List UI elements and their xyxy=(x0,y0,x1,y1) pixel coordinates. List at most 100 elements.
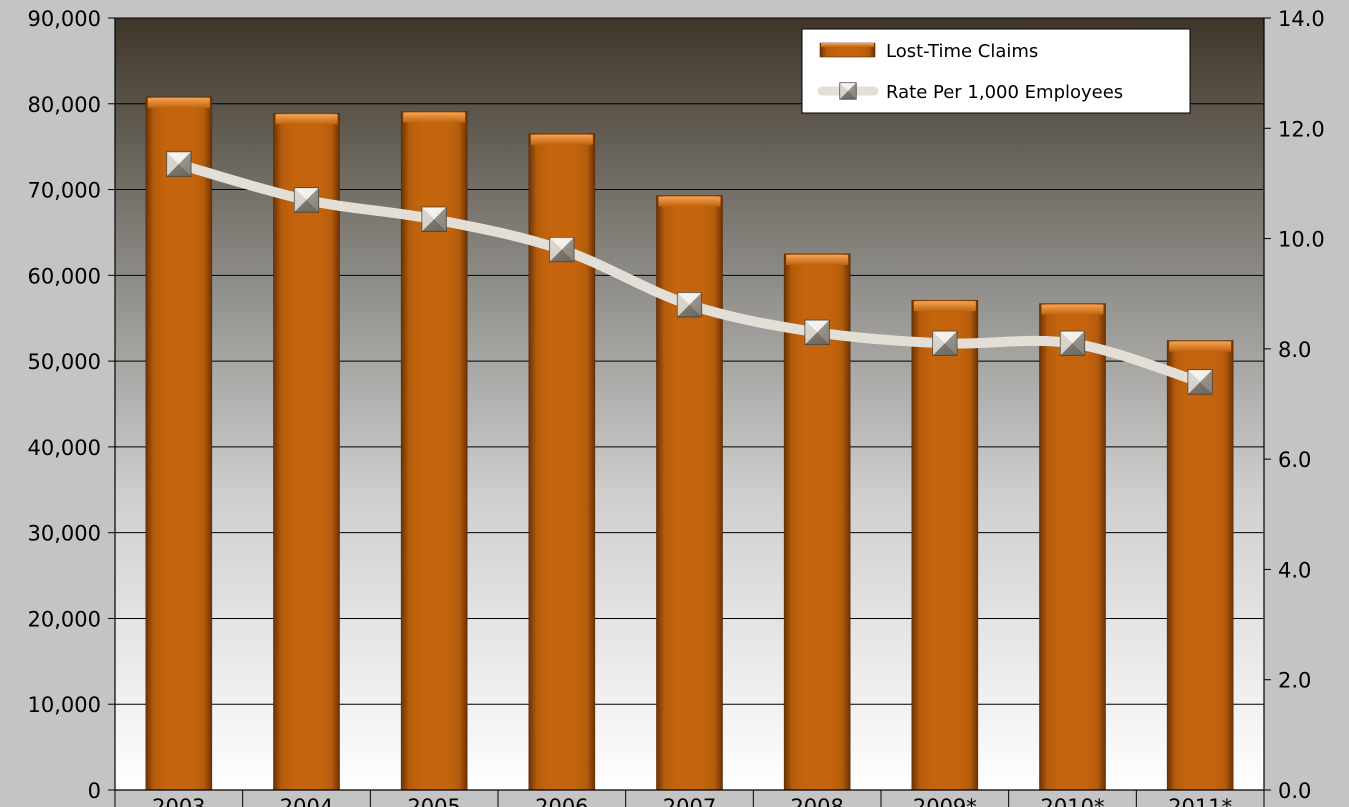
axes: 0 10,000 20,000 30,000 40,000 50,000 60,000 70,… xyxy=(28,7,1325,807)
left-tick-label: 50,000 xyxy=(28,350,101,374)
marker-facet-top xyxy=(677,292,702,305)
bar-body xyxy=(1039,303,1106,791)
left-tick-label: 10,000 xyxy=(28,693,101,717)
marker-facet-top xyxy=(422,207,447,220)
marker-facet-left xyxy=(1188,369,1201,394)
x-tick-label: 2006 xyxy=(535,795,588,807)
bar-body xyxy=(273,112,340,791)
legend-label-rate: Rate Per 1,000 Employees xyxy=(886,82,1123,103)
bar-cap xyxy=(530,134,593,145)
marker-facet-top xyxy=(805,320,830,333)
marker-facet-left xyxy=(166,152,179,177)
left-tick-label: 20,000 xyxy=(28,607,101,631)
marker-facet-right xyxy=(1072,331,1085,356)
left-tick-label: 90,000 xyxy=(28,7,101,31)
marker-facet-bottom xyxy=(805,332,830,345)
marker-facet-top xyxy=(840,83,856,91)
marker-facet-bottom xyxy=(549,249,574,262)
marker-facet-left xyxy=(932,331,945,356)
right-tick-label: 6.0 xyxy=(1278,448,1311,472)
bar-body xyxy=(145,96,213,791)
bar-2006 xyxy=(528,133,596,791)
rate-point-2006 xyxy=(549,237,575,263)
left-tick-label: 40,000 xyxy=(28,436,101,460)
x-tick-label: 2005 xyxy=(407,795,460,807)
marker-facet-right xyxy=(1200,369,1213,394)
marker-facet-top xyxy=(1060,331,1085,344)
rate-point-2003 xyxy=(166,151,192,177)
x-tick-label: 2011* xyxy=(1168,795,1232,807)
x-tick-label: 2010* xyxy=(1041,795,1105,807)
marker-facet-right xyxy=(817,320,830,345)
marker-facet-left xyxy=(1060,331,1073,356)
rate-point-2005 xyxy=(421,206,447,232)
legend-marker-swatch xyxy=(839,82,857,100)
left-tick-label: 80,000 xyxy=(28,93,101,117)
rate-point-2007 xyxy=(676,292,703,318)
bar-cap xyxy=(658,196,721,207)
marker-facet-top xyxy=(166,152,191,165)
x-tick-label: 2003 xyxy=(152,795,205,807)
legend-label-claims: Lost-Time Claims xyxy=(886,41,1038,62)
marker-facet-right xyxy=(848,83,856,99)
bar-cap xyxy=(913,301,976,312)
left-tick-label: 70,000 xyxy=(28,179,101,203)
marker-facet-top xyxy=(932,331,957,344)
bar-2011* xyxy=(1166,340,1234,791)
bar-2003 xyxy=(145,96,213,791)
bar-2009* xyxy=(911,299,979,791)
marker-facet-left xyxy=(840,83,848,99)
right-tick-label: 2.0 xyxy=(1278,669,1311,693)
bar-cap xyxy=(275,114,338,125)
marker-facet-left xyxy=(677,292,690,317)
marker-facet-bottom xyxy=(677,304,702,317)
marker-facet-right xyxy=(306,187,319,212)
rate-point-2008 xyxy=(804,319,830,345)
left-tick-label: 60,000 xyxy=(28,264,101,288)
marker-facet-bottom xyxy=(840,91,856,99)
marker-facet-bottom xyxy=(422,219,447,232)
right-tick-label: 8.0 xyxy=(1278,338,1311,362)
marker-facet-right xyxy=(689,292,702,317)
marker-facet-left xyxy=(549,237,562,262)
marker-facet-bottom xyxy=(166,164,191,177)
legend-bar-swatch-cap xyxy=(821,43,874,47)
marker-facet-left xyxy=(422,207,435,232)
line-series xyxy=(166,151,1213,395)
marker-facet-right xyxy=(434,207,447,232)
legend: Lost-Time Claims Rate Per 1,000 Employees xyxy=(801,28,1191,114)
bar-cap xyxy=(1041,304,1104,315)
bar-2007 xyxy=(656,195,723,791)
left-tick-label: 0 xyxy=(88,779,101,803)
marker-facet-top xyxy=(549,237,574,250)
marker-facet-left xyxy=(294,187,307,212)
bar-2010* xyxy=(1039,303,1106,791)
bar-body xyxy=(528,133,596,791)
right-tick-label: 4.0 xyxy=(1278,558,1311,582)
bar-2004 xyxy=(273,112,340,791)
rate-point-2009* xyxy=(932,330,958,356)
marker-facet-right xyxy=(178,152,191,177)
marker-facet-right xyxy=(944,331,957,356)
bar-body xyxy=(1166,340,1234,791)
marker-facet-bottom xyxy=(294,199,319,212)
x-tick-label: 2007 xyxy=(663,795,716,807)
marker-facet-left xyxy=(805,320,818,345)
right-tick-label: 10.0 xyxy=(1278,228,1325,252)
bar-body xyxy=(911,299,979,791)
right-tick-label: 0.0 xyxy=(1278,779,1311,803)
rate-point-2010* xyxy=(1059,330,1086,356)
marker-facet-bottom xyxy=(1060,343,1085,356)
bar-cap xyxy=(786,254,849,265)
right-tick-label: 14.0 xyxy=(1278,7,1325,31)
right-tick-label: 12.0 xyxy=(1278,117,1325,141)
x-tick-label: 2004 xyxy=(280,795,333,807)
bar-series xyxy=(145,96,1234,791)
bar-body xyxy=(656,195,723,791)
bar-cap xyxy=(147,97,210,108)
rate-point-2004 xyxy=(293,187,320,213)
marker-facet-bottom xyxy=(1188,381,1213,394)
x-tick-label: 2009* xyxy=(913,795,977,807)
